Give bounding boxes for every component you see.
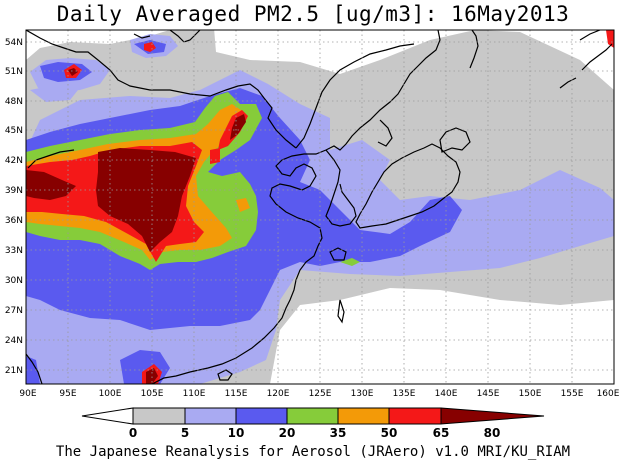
lat-label: 21N	[5, 366, 23, 376]
lat-label: 51N	[5, 67, 23, 77]
colorbar-segment	[184, 407, 237, 425]
colorbar-segment	[235, 407, 288, 425]
lat-label: 39N	[5, 186, 23, 196]
colorbar-tick-label: 5	[181, 426, 189, 440]
lon-label: 110E	[183, 389, 206, 399]
colorbar-low-arrow	[81, 407, 134, 425]
lat-label: 48N	[5, 97, 23, 107]
colorbar-tick-label: 0	[129, 426, 137, 440]
lon-label: 130E	[351, 389, 374, 399]
graticule	[26, 30, 614, 384]
lon-label: 115E	[225, 389, 248, 399]
lat-label: 42N	[5, 156, 23, 166]
colorbar-high-arrow	[440, 407, 545, 425]
colorbar-segment	[388, 407, 442, 425]
pm25-field	[26, 30, 614, 384]
colorbar-tick-label: 20	[279, 426, 296, 440]
map-frame	[25, 29, 615, 385]
colorbar-tick-label: 80	[484, 426, 501, 440]
lat-label: 33N	[5, 246, 23, 256]
colorbar-tick-label: 10	[228, 426, 245, 440]
lon-label: 90E	[19, 389, 36, 399]
lat-label: 24N	[5, 336, 23, 346]
lon-label: 125E	[309, 389, 332, 399]
latitude-labels: 54N 51N 48N 45N 42N 39N 36N 33N 30N 27N …	[5, 38, 23, 376]
lon-label: 105E	[141, 389, 164, 399]
colorbar-segment	[337, 407, 390, 425]
longitude-labels: 90E 95E 100E 105E 110E 115E 120E 125E 13…	[19, 389, 619, 399]
lon-label: 145E	[477, 389, 500, 399]
data-source-credit: The Japanese Reanalysis for Aerosol (JRA…	[55, 444, 571, 460]
lon-label: 155E	[561, 389, 584, 399]
colorbar-tick-label: 35	[330, 426, 347, 440]
colorbar-segment	[286, 407, 339, 425]
map-title: Daily Averaged PM2.5 [ug/m3]: 16May2013	[56, 2, 570, 26]
colorbar-tick-label: 65	[433, 426, 450, 440]
colorbar-segment	[132, 407, 186, 425]
lat-label: 45N	[5, 126, 23, 136]
lon-label: 95E	[59, 389, 76, 399]
lon-label: 150E	[519, 389, 542, 399]
colorbar-tick-label: 50	[381, 426, 398, 440]
lat-label: 54N	[5, 38, 23, 48]
lat-label: 27N	[5, 306, 23, 316]
lat-label: 30N	[5, 276, 23, 286]
lon-label: 140E	[435, 389, 458, 399]
lon-label: 135E	[393, 389, 416, 399]
level-80-plus-areas	[26, 68, 246, 384]
lat-label: 36N	[5, 216, 23, 226]
lon-label: 160E	[597, 389, 620, 399]
lon-label: 100E	[99, 389, 122, 399]
colorbar: 0 5 10 20 35 50 65 80	[81, 407, 545, 440]
lon-label: 120E	[267, 389, 290, 399]
